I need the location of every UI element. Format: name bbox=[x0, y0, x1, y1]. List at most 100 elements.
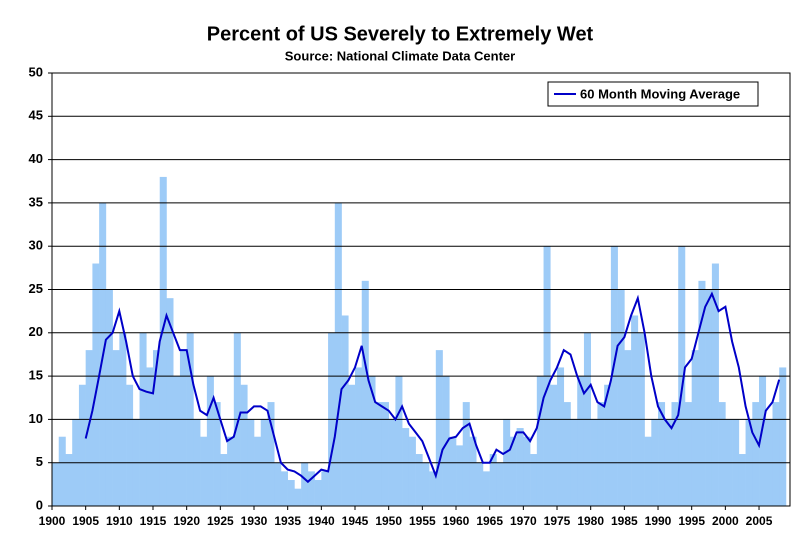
x-tick-label: 1940 bbox=[308, 514, 335, 528]
bar bbox=[563, 402, 571, 506]
bar bbox=[52, 462, 60, 506]
bar bbox=[536, 376, 544, 506]
bar bbox=[422, 462, 430, 506]
bar bbox=[691, 350, 699, 506]
bar bbox=[287, 480, 295, 506]
x-tick-label: 1910 bbox=[106, 514, 133, 528]
bar bbox=[402, 428, 410, 506]
x-tick-label: 1930 bbox=[241, 514, 268, 528]
x-tick-label: 1995 bbox=[678, 514, 705, 528]
bar bbox=[698, 280, 706, 506]
bar bbox=[220, 454, 228, 506]
bar bbox=[456, 445, 464, 506]
bar bbox=[240, 384, 248, 506]
y-tick-label: 30 bbox=[29, 238, 43, 253]
bar bbox=[314, 480, 322, 506]
bar bbox=[772, 402, 780, 506]
plot-border bbox=[51, 72, 791, 507]
bar bbox=[718, 402, 726, 506]
y-tick-label: 10 bbox=[29, 411, 43, 426]
bar bbox=[227, 436, 235, 506]
x-tick-label: 1945 bbox=[342, 514, 369, 528]
bar bbox=[509, 436, 517, 506]
x-tick-label: 1950 bbox=[375, 514, 402, 528]
bar bbox=[752, 402, 760, 506]
x-tick-label: 1985 bbox=[611, 514, 638, 528]
bar bbox=[126, 384, 134, 506]
bar bbox=[759, 376, 767, 506]
bar bbox=[617, 289, 625, 506]
bar bbox=[307, 471, 315, 506]
y-tick-label: 50 bbox=[29, 64, 43, 79]
bar bbox=[577, 376, 585, 506]
bar bbox=[530, 454, 538, 506]
y-tick-label: 25 bbox=[29, 281, 43, 296]
y-tick-label: 40 bbox=[29, 151, 43, 166]
x-tick-label: 1980 bbox=[577, 514, 604, 528]
bar bbox=[644, 436, 652, 506]
bar bbox=[206, 376, 214, 506]
bar bbox=[361, 280, 369, 506]
bar bbox=[604, 384, 612, 506]
bar bbox=[92, 263, 100, 506]
bar bbox=[341, 315, 349, 506]
bar bbox=[429, 471, 437, 506]
moving-average-line bbox=[84, 291, 781, 484]
y-tick-label: 20 bbox=[29, 324, 43, 339]
chart-subtitle: Source: National Climate Data Center bbox=[285, 48, 515, 63]
bar bbox=[294, 488, 302, 506]
y-tick-label: 5 bbox=[36, 454, 43, 469]
bar bbox=[435, 350, 443, 506]
x-tick-label: 1900 bbox=[39, 514, 66, 528]
bar bbox=[476, 462, 484, 506]
bar bbox=[213, 402, 221, 506]
x-tick-label: 1915 bbox=[140, 514, 167, 528]
bar bbox=[779, 367, 787, 506]
bar bbox=[395, 376, 403, 506]
x-tick-label: 1965 bbox=[476, 514, 503, 528]
bar bbox=[146, 367, 154, 506]
y-tick-label: 35 bbox=[29, 194, 43, 209]
x-tick-label: 1920 bbox=[173, 514, 200, 528]
y-tick-label: 45 bbox=[29, 108, 43, 123]
bar bbox=[105, 289, 113, 506]
x-tick-label: 1975 bbox=[544, 514, 571, 528]
bar bbox=[274, 462, 282, 506]
x-tick-label: 1955 bbox=[409, 514, 436, 528]
bar bbox=[408, 436, 416, 506]
bar bbox=[166, 298, 174, 506]
bar bbox=[112, 350, 120, 506]
x-tick-label: 1905 bbox=[72, 514, 99, 528]
bar bbox=[658, 402, 666, 506]
bar bbox=[355, 367, 363, 506]
x-tick-label: 1935 bbox=[274, 514, 301, 528]
bar bbox=[375, 402, 383, 506]
bar bbox=[267, 402, 275, 506]
bar bbox=[254, 436, 262, 506]
bar bbox=[597, 402, 605, 506]
bar bbox=[173, 376, 181, 506]
x-tick-label: 2000 bbox=[712, 514, 739, 528]
bar bbox=[381, 402, 389, 506]
x-tick-label: 1990 bbox=[645, 514, 672, 528]
bar bbox=[496, 462, 504, 506]
bar bbox=[624, 350, 632, 506]
bar bbox=[462, 402, 470, 506]
bar bbox=[705, 289, 713, 506]
bar bbox=[321, 471, 329, 506]
bar bbox=[684, 402, 692, 506]
bar bbox=[301, 462, 309, 506]
x-tick-label: 1970 bbox=[510, 514, 537, 528]
bar bbox=[65, 454, 73, 506]
bar bbox=[368, 376, 376, 506]
bar bbox=[523, 436, 531, 506]
bar bbox=[631, 315, 639, 506]
x-tick-label: 1925 bbox=[207, 514, 234, 528]
bar bbox=[449, 436, 457, 506]
bar bbox=[442, 376, 450, 506]
bar bbox=[557, 367, 565, 506]
bar bbox=[711, 263, 719, 506]
x-tick-label: 1960 bbox=[443, 514, 470, 528]
bar bbox=[159, 176, 167, 507]
